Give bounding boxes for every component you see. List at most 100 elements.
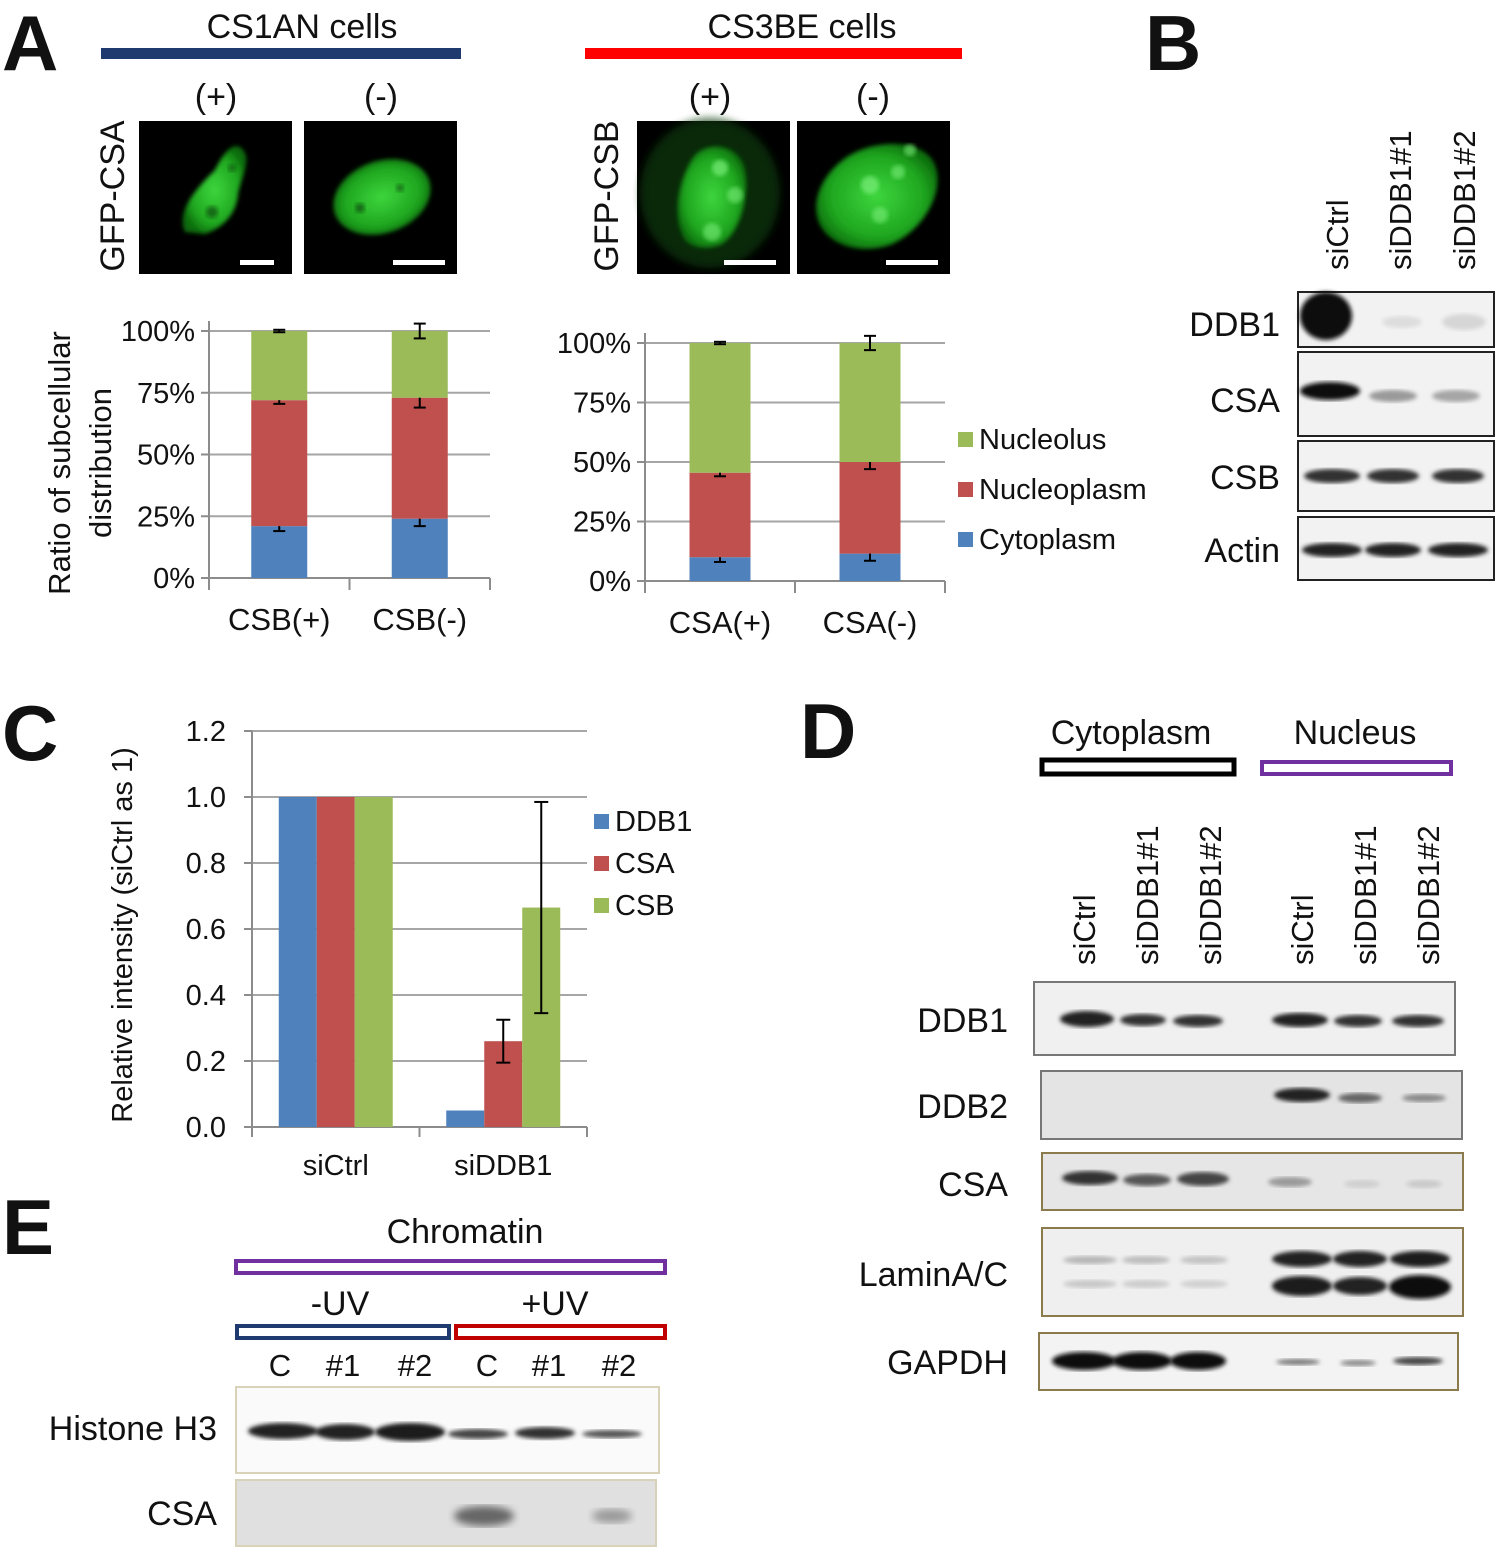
panel-label-c: C (2, 689, 58, 777)
ytick-label-0: 0% (153, 563, 195, 595)
legend-a: Nucleolus Nucleoplasm Cytoplasm (958, 424, 1147, 556)
cs1an-bar (101, 48, 461, 59)
cs3be-bar (585, 48, 962, 59)
bar-cytoplasm-csa (689, 557, 751, 581)
bar-nucleolus-csb (391, 331, 448, 398)
b-lane-2: siDDB1#1 (1383, 130, 1418, 270)
chart-a-right: 0% 25% 50% 75% 100% CSA(+) CSA(-) (557, 328, 946, 640)
category-label-siddb1: siDDB1 (454, 1150, 552, 1182)
panel-label-d: D (800, 687, 856, 775)
legend-c: DDB1 CSA CSB (594, 806, 692, 922)
micrograph-gfp-csb-plus (637, 118, 790, 274)
blot-b-csa (1297, 351, 1495, 437)
chart-c: 0.0 0.2 0.4 0.6 0.8 1.0 1.2 siCtrl siDDB1 (186, 716, 588, 1182)
ytick-label-3: 75% (573, 388, 631, 420)
cs3be-plus-label: (+) (689, 78, 732, 116)
blot-d-lamin (1041, 1227, 1464, 1317)
bar-nucleolus-csa (689, 343, 751, 473)
ytick-label-1: 25% (137, 501, 195, 533)
micrograph-gfp-csa-plus (139, 121, 292, 274)
ytick-label-5: 1.0 (186, 782, 226, 814)
e-lane-1: C (269, 1348, 291, 1383)
panel-label-a: A (2, 0, 58, 87)
category-label-csa: CSA(+) (669, 605, 772, 640)
d-nucleus-bracket (1260, 760, 1453, 776)
e-chromatin-bracket (234, 1259, 667, 1275)
ytick-label-0: 0.0 (186, 1112, 226, 1144)
gfp-csa-label: GFP-CSA (94, 120, 132, 271)
ytick-label-4: 100% (557, 328, 631, 360)
d-lane-3: siDDB1#2 (1193, 825, 1228, 965)
ytick-label-4: 100% (121, 316, 195, 348)
legend-swatch-nucleoplasm (958, 482, 973, 497)
bar-csa-sictrl (316, 797, 355, 1127)
blot-d-csa (1041, 1152, 1464, 1211)
b-row-ddb1: DDB1 (1189, 306, 1280, 344)
legend-swatch-ddb1 (594, 814, 609, 829)
d-row-ddb1: DDB1 (917, 1002, 1008, 1040)
legend-label-ddb1: DDB1 (615, 806, 692, 838)
e-minus-uv-bracket (235, 1324, 451, 1340)
e-lane-6: #2 (602, 1348, 636, 1383)
chart-a-left: 0% 25% 50% 75% 100% CSB(+) CSB(-) (121, 316, 491, 637)
e-row-csa: CSA (147, 1495, 217, 1533)
b-row-actin: Actin (1204, 532, 1280, 570)
ytick-label-1: 0.2 (186, 1046, 226, 1078)
e-plus-uv: +UV (521, 1285, 588, 1323)
bar-nucleoplasm-csa (689, 472, 751, 558)
b-lane-3: siDDB1#2 (1447, 130, 1482, 270)
b-row-csb: CSB (1210, 459, 1280, 497)
ytick-label-3: 75% (137, 378, 195, 410)
legend-swatch-csa (594, 856, 609, 871)
legend-label-nucleolus: Nucleolus (979, 424, 1106, 456)
cs1an-minus-label: (-) (364, 78, 398, 116)
legend-swatch-nucleolus (958, 432, 973, 447)
d-row-ddb2: DDB2 (917, 1088, 1008, 1126)
e-lane-3: #2 (398, 1348, 432, 1383)
micrograph-gfp-csb-minus (797, 121, 950, 274)
gfp-csb-label: GFP-CSB (588, 120, 626, 271)
category-label-sictrl: siCtrl (303, 1150, 369, 1182)
category-label-csb: CSB(+) (228, 602, 331, 637)
cs1an-title: CS1AN cells (207, 8, 398, 46)
blot-d-ddb2 (1040, 1070, 1463, 1140)
d-lane-6: siDDB1#2 (1411, 825, 1446, 965)
d-group-cytoplasm: Cytoplasm (1051, 714, 1212, 752)
category-label-csa: CSA(-) (823, 605, 918, 640)
ytick-label-6: 1.2 (186, 716, 226, 748)
c-ylabel: Relative intensity (siCtrl as 1) (107, 747, 139, 1123)
blot-b-csb (1297, 440, 1495, 512)
panel-label-e: E (2, 1183, 54, 1271)
d-lane-5: siDDB1#1 (1348, 825, 1383, 965)
e-lane-5: #1 (532, 1348, 566, 1383)
bar-nucleolus-csb (251, 331, 308, 401)
ytick-label-2: 50% (573, 447, 631, 479)
b-row-csa: CSA (1210, 382, 1280, 420)
legend-swatch-csb (594, 898, 609, 913)
bar-nucleolus-csa (839, 343, 901, 462)
bar-nucleoplasm-csb (391, 397, 448, 519)
ytick-label-2: 50% (137, 440, 195, 472)
blot-e-csa (235, 1479, 657, 1547)
legend-label-csa: CSA (615, 848, 675, 880)
ytick-label-2: 0.4 (186, 980, 226, 1012)
legend-swatch-cytoplasm (958, 532, 973, 547)
b-lane-1: siCtrl (1320, 199, 1355, 270)
ytick-label-1: 25% (573, 507, 631, 539)
cs1an-plus-label: (+) (195, 78, 238, 116)
legend-label-cytoplasm: Cytoplasm (979, 524, 1116, 556)
bar-cytoplasm-csb (251, 526, 308, 578)
legend-label-csb: CSB (615, 890, 675, 922)
blot-e-histone (235, 1386, 660, 1474)
bar-csb-sictrl (354, 797, 393, 1127)
a-ylabel-line1: Ratio of subcellular (42, 331, 77, 595)
a-ylabel-line2: distribution (83, 388, 118, 538)
e-row-histone: Histone H3 (49, 1410, 217, 1448)
blot-d-gapdh (1038, 1332, 1459, 1391)
d-group-nucleus: Nucleus (1294, 714, 1417, 752)
bar-ddb1-siddb1 (446, 1110, 485, 1127)
blot-d-ddb1 (1033, 981, 1456, 1056)
cs3be-minus-label: (-) (856, 78, 890, 116)
d-lane-2: siDDB1#1 (1130, 825, 1165, 965)
